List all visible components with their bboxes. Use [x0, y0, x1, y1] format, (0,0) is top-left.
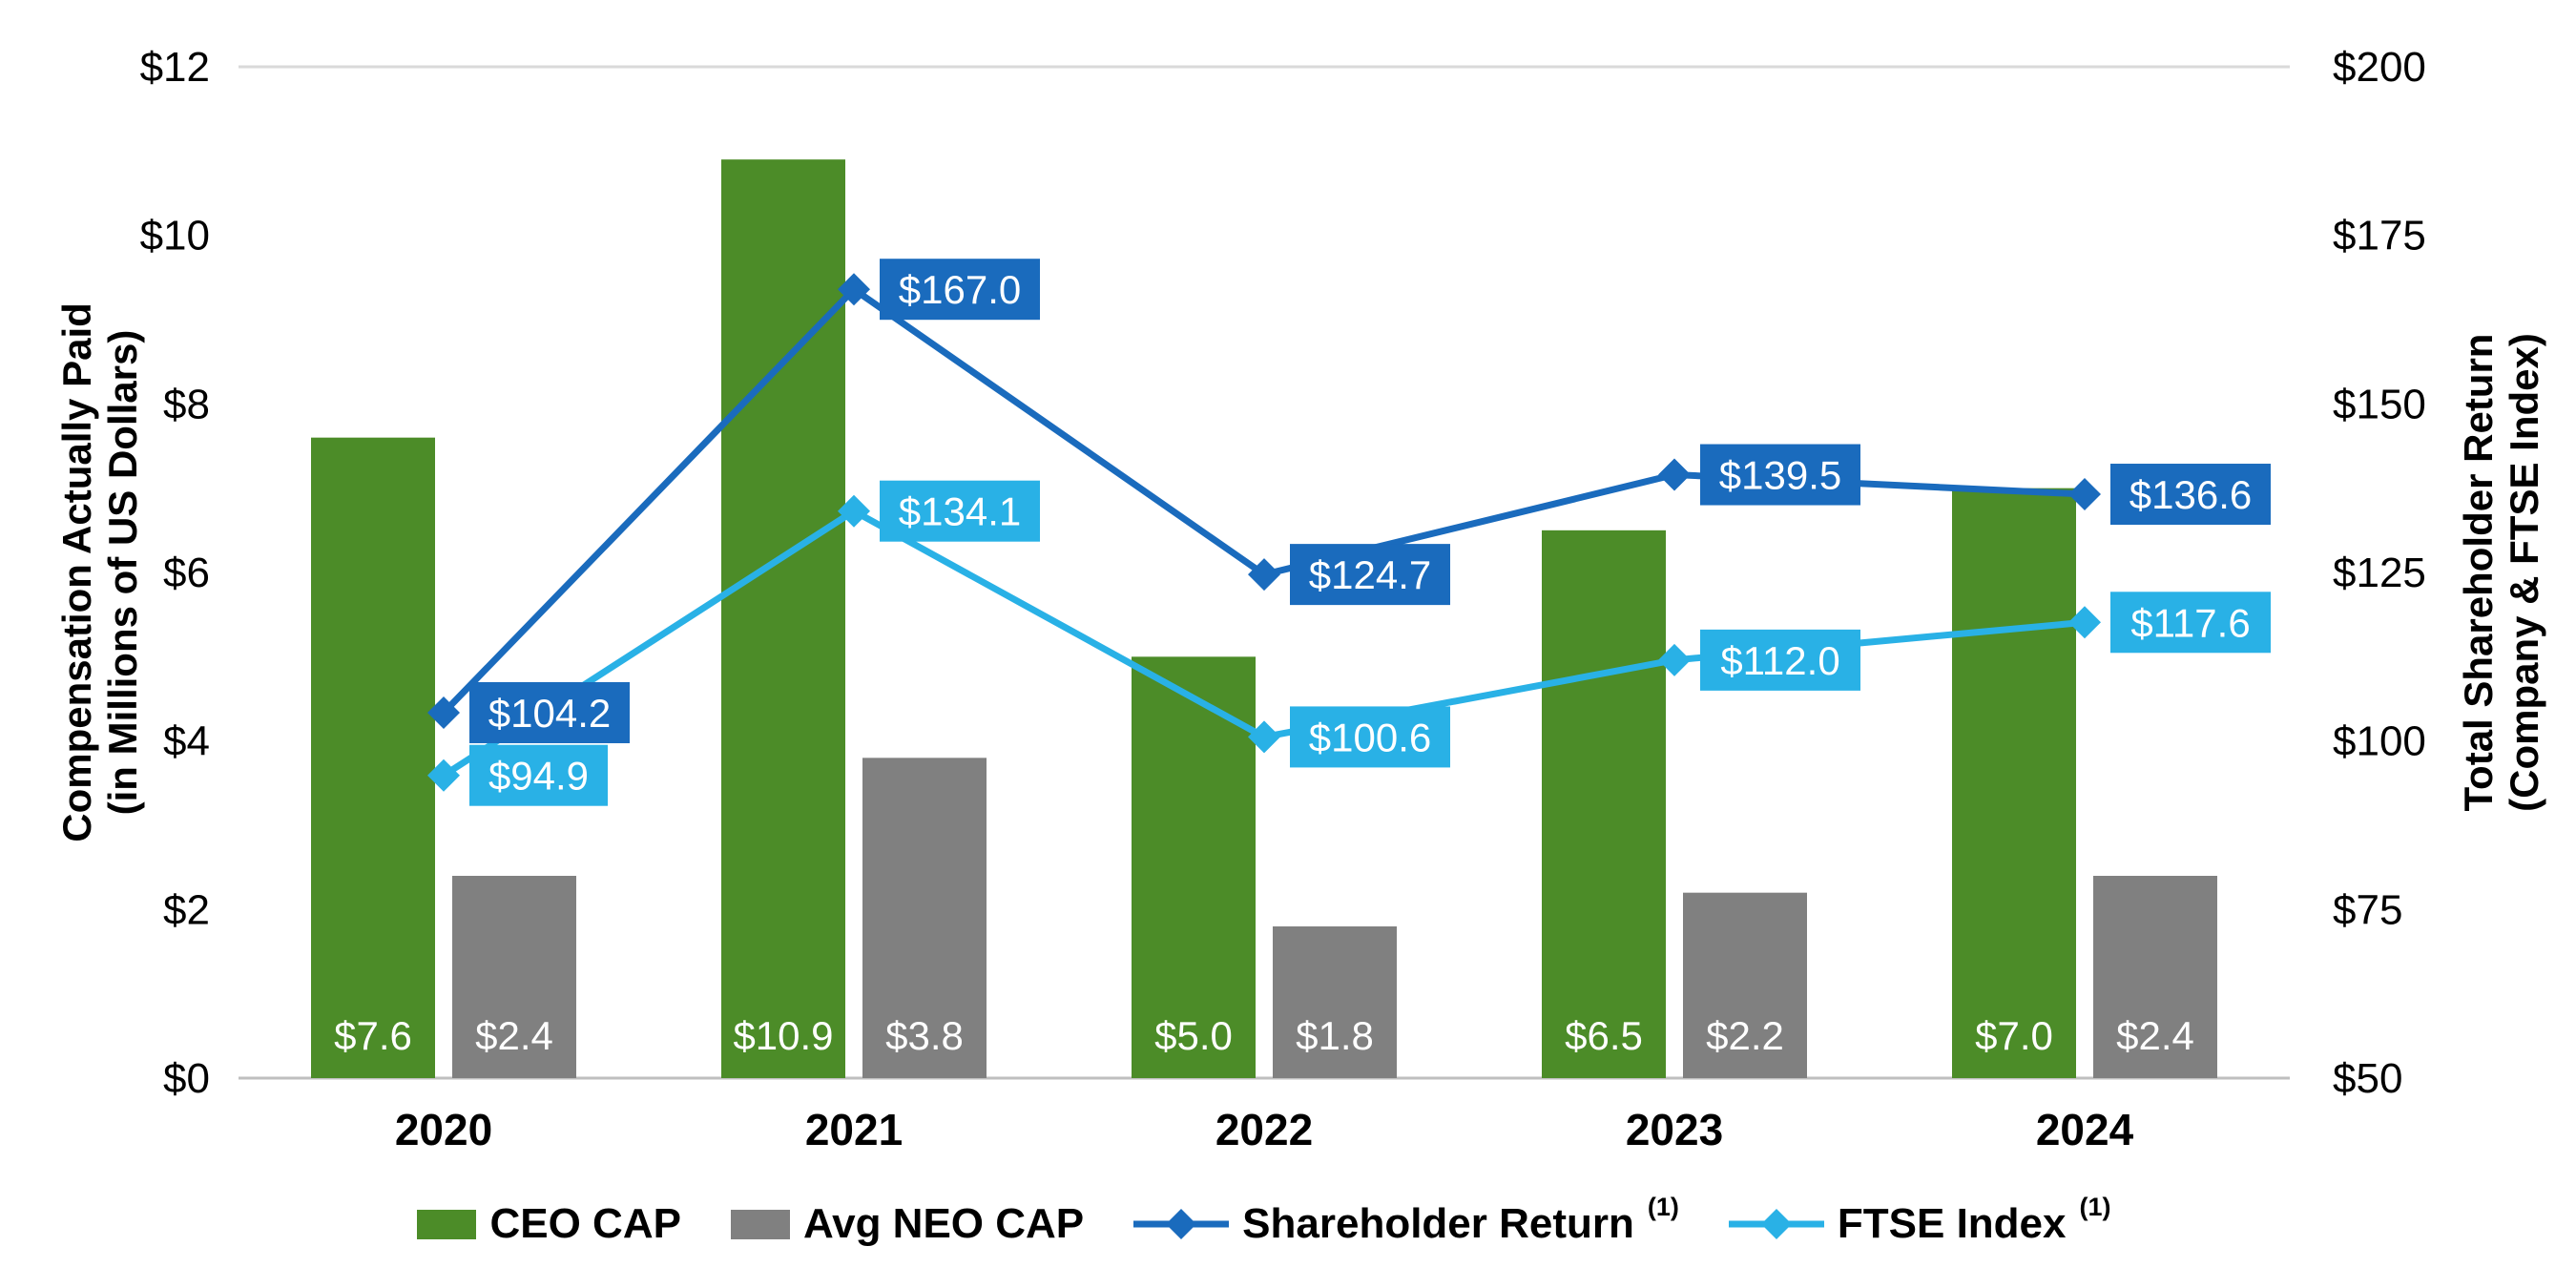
- bar-value-label-avg-neo-cap-2024: $2.4: [2116, 1013, 2194, 1058]
- point-label-box-ftse-index-2021: [880, 480, 1040, 542]
- marker-shareholder-return-2020: [427, 696, 460, 729]
- bar-value-label-ceo-cap-2020: $7.6: [334, 1013, 412, 1058]
- right-axis-tick-4: $150: [2333, 381, 2426, 427]
- ceo-cap-swatch-icon: [417, 1209, 477, 1239]
- point-label-box-shareholder-return-2020: [469, 681, 630, 743]
- marker-shareholder-return-2023: [1658, 458, 1691, 491]
- point-label-shareholder-return-2021: $167.0: [899, 267, 1021, 312]
- category-label-2023: 2023: [1626, 1105, 1723, 1154]
- bar-value-label-avg-neo-cap-2020: $2.4: [475, 1013, 553, 1058]
- point-label-box-shareholder-return-2022: [1290, 544, 1450, 606]
- marker-ftse-index-2024: [2068, 606, 2101, 639]
- bar-ceo-cap-2022: [1132, 656, 1256, 1078]
- bar-ceo-cap-2023: [1542, 530, 1666, 1078]
- point-label-ftse-index-2021: $134.1: [899, 489, 1021, 534]
- left-axis-tick-5: $10: [140, 213, 210, 260]
- bar-avg-neo-cap-2024: [2093, 876, 2217, 1078]
- marker-ftse-index-2022: [1248, 720, 1280, 754]
- point-label-box-shareholder-return-2023: [1700, 444, 1860, 506]
- marker-ftse-index-2021: [838, 494, 870, 528]
- left-axis-tick-0: $0: [163, 1055, 210, 1102]
- legend-item-shareholder-return: Shareholder Return (1): [1133, 1193, 1679, 1248]
- legend-label-ftse-index: FTSE Index: [1837, 1200, 2067, 1247]
- right-axis-tick-1: $75: [2333, 886, 2402, 933]
- left-axis-tick-3: $6: [163, 550, 210, 596]
- point-label-shareholder-return-2020: $104.2: [488, 691, 611, 736]
- right-axis-title-line1: Total Shareholder Return: [2456, 334, 2501, 812]
- point-label-box-shareholder-return-2024: [2110, 464, 2271, 526]
- point-label-shareholder-return-2024: $136.6: [2129, 472, 2252, 517]
- right-axis-tick-0: $50: [2333, 1055, 2402, 1102]
- bar-value-label-ceo-cap-2021: $10.9: [733, 1013, 833, 1058]
- category-label-2020: 2020: [395, 1105, 492, 1154]
- left-axis-tick-2: $4: [163, 718, 210, 765]
- point-label-box-ftse-index-2020: [469, 744, 608, 806]
- ftse-index-swatch-diamond: [1760, 1209, 1792, 1239]
- shareholder-return-footnote-marker: (1): [1647, 1192, 1679, 1221]
- bar-value-label-avg-neo-cap-2022: $1.8: [1296, 1013, 1374, 1058]
- legend-item-ftse-index: FTSE Index (1): [1728, 1193, 2111, 1248]
- ceo-cap-swatch: [417, 1209, 477, 1239]
- chart-legend: CEO CAP Avg NEO CAP Shareholder Return (1…: [239, 1181, 2290, 1267]
- right-axis-title-line2: (Company & FTSE Index): [2502, 333, 2546, 812]
- avg-neo-cap-swatch-icon: [730, 1209, 790, 1239]
- legend-item-ceo-cap: CEO CAP: [417, 1200, 681, 1248]
- bar-avg-neo-cap-2023: [1683, 892, 1807, 1078]
- shareholder-return-line-marker-icon: [1133, 1209, 1230, 1239]
- right-axis-tick-5: $175: [2333, 213, 2426, 260]
- legend-item-avg-neo-cap: Avg NEO CAP: [730, 1200, 1085, 1248]
- left-axis-tick-6: $12: [140, 44, 210, 91]
- marker-shareholder-return-2024: [2068, 478, 2101, 511]
- bar-ceo-cap-2020: [311, 437, 435, 1079]
- left-axis-title-line2: (in Millions of US Dollars): [100, 330, 145, 816]
- right-axis-tick-2: $100: [2333, 718, 2426, 765]
- bar-avg-neo-cap-2020: [452, 876, 576, 1078]
- right-axis-tick-6: $200: [2333, 44, 2426, 91]
- plot-area: $0 $2 $4 $6 $8 $10 $12 $50 $75 $100 $125 $150 $175 $2…: [140, 44, 2426, 1154]
- bar-value-label-ceo-cap-2022: $5.0: [1154, 1013, 1233, 1058]
- point-label-box-ftse-index-2023: [1700, 629, 1860, 691]
- bar-value-label-avg-neo-cap-2021: $3.8: [885, 1013, 964, 1058]
- point-label-box-shareholder-return-2021: [880, 259, 1040, 321]
- bar-avg-neo-cap-2022: [1273, 926, 1397, 1078]
- marker-ftse-index-2020: [427, 758, 460, 792]
- left-axis-title-line1: Compensation Actually Paid: [54, 302, 99, 842]
- point-label-shareholder-return-2023: $139.5: [1719, 453, 1841, 498]
- shareholder-return-swatch-diamond: [1166, 1209, 1197, 1239]
- left-axis-tick-4: $8: [163, 381, 210, 427]
- legend-label-avg-neo-cap: Avg NEO CAP: [802, 1200, 1085, 1247]
- avg-neo-cap-swatch: [730, 1209, 790, 1239]
- left-axis-tick-1: $2: [163, 886, 210, 933]
- legend-label-shareholder-return: Shareholder Return: [1242, 1200, 1634, 1247]
- ftse-index-footnote-marker: (1): [2079, 1192, 2111, 1221]
- legend-label-ceo-cap: CEO CAP: [489, 1200, 681, 1247]
- bar-avg-neo-cap-2021: [862, 758, 987, 1078]
- point-label-ftse-index-2023: $112.0: [1720, 638, 1839, 683]
- point-label-box-ftse-index-2024: [2110, 592, 2271, 654]
- bar-value-label-ceo-cap-2023: $6.5: [1565, 1013, 1643, 1058]
- ftse-index-line-marker-icon: [1728, 1209, 1824, 1239]
- category-label-2022: 2022: [1215, 1105, 1313, 1154]
- bar-value-label-ceo-cap-2024: $7.0: [1975, 1013, 2053, 1058]
- marker-ftse-index-2023: [1658, 643, 1691, 676]
- marker-shareholder-return-2022: [1248, 558, 1280, 592]
- point-label-box-ftse-index-2022: [1290, 706, 1450, 768]
- bar-ceo-cap-2024: [1952, 488, 2076, 1079]
- point-label-ftse-index-2024: $117.6: [2130, 600, 2250, 645]
- right-axis-tick-3: $125: [2333, 550, 2426, 596]
- marker-shareholder-return-2021: [838, 273, 870, 306]
- category-label-2021: 2021: [805, 1105, 903, 1154]
- bar-ceo-cap-2021: [721, 159, 845, 1078]
- point-label-ftse-index-2020: $94.9: [488, 754, 589, 799]
- bar-value-label-avg-neo-cap-2023: $2.2: [1706, 1013, 1784, 1058]
- point-label-shareholder-return-2022: $124.7: [1309, 552, 1431, 597]
- point-label-ftse-index-2022: $100.6: [1309, 715, 1431, 759]
- category-label-2024: 2024: [2036, 1105, 2134, 1154]
